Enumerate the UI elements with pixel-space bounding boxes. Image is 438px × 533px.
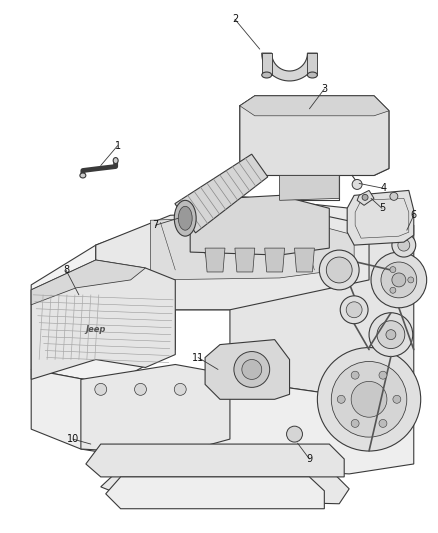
Polygon shape [31, 369, 414, 474]
Circle shape [386, 330, 396, 340]
Circle shape [351, 382, 387, 417]
Polygon shape [96, 211, 369, 310]
Circle shape [337, 395, 345, 403]
Circle shape [95, 383, 107, 395]
Text: 10: 10 [67, 434, 79, 444]
Circle shape [379, 371, 387, 379]
Circle shape [234, 352, 270, 387]
Polygon shape [235, 248, 255, 272]
Text: 6: 6 [411, 210, 417, 220]
Ellipse shape [307, 72, 318, 78]
Polygon shape [175, 154, 268, 233]
Polygon shape [31, 260, 175, 379]
Ellipse shape [113, 158, 118, 164]
Text: 7: 7 [152, 220, 159, 230]
Circle shape [393, 395, 401, 403]
Circle shape [134, 383, 146, 395]
Polygon shape [294, 248, 314, 272]
Circle shape [318, 348, 421, 451]
Circle shape [381, 262, 417, 298]
Text: 1: 1 [115, 141, 121, 151]
Text: 8: 8 [63, 265, 69, 275]
Circle shape [408, 277, 414, 283]
Ellipse shape [174, 200, 196, 236]
Polygon shape [262, 53, 318, 81]
Circle shape [369, 313, 413, 357]
Polygon shape [150, 215, 354, 280]
Circle shape [379, 419, 387, 427]
Text: 4: 4 [381, 183, 387, 193]
Circle shape [377, 321, 405, 349]
Polygon shape [31, 245, 175, 384]
Polygon shape [81, 365, 230, 454]
Polygon shape [101, 459, 349, 504]
Circle shape [340, 296, 368, 324]
Circle shape [351, 371, 359, 379]
Circle shape [319, 250, 359, 290]
Polygon shape [240, 96, 389, 175]
Polygon shape [31, 260, 145, 305]
Circle shape [242, 360, 262, 379]
Polygon shape [86, 444, 344, 477]
Polygon shape [265, 248, 285, 272]
Polygon shape [230, 211, 414, 399]
Circle shape [346, 302, 362, 318]
Ellipse shape [80, 173, 86, 178]
Circle shape [398, 239, 410, 251]
Polygon shape [240, 96, 389, 116]
Polygon shape [106, 477, 324, 508]
Polygon shape [262, 53, 272, 75]
Circle shape [390, 287, 396, 293]
Circle shape [352, 180, 362, 189]
Polygon shape [357, 190, 374, 205]
Text: Jeep: Jeep [85, 325, 106, 334]
Circle shape [326, 257, 352, 283]
Circle shape [174, 383, 186, 395]
Circle shape [392, 273, 406, 287]
Text: 2: 2 [232, 14, 238, 25]
Text: 3: 3 [321, 84, 327, 94]
Text: 5: 5 [379, 203, 385, 213]
Circle shape [371, 252, 427, 308]
Circle shape [286, 426, 303, 442]
Circle shape [331, 361, 407, 437]
Ellipse shape [178, 206, 192, 230]
Polygon shape [347, 190, 414, 245]
Polygon shape [205, 248, 225, 272]
Polygon shape [279, 175, 339, 200]
Circle shape [362, 195, 368, 200]
Text: 11: 11 [192, 352, 204, 362]
Polygon shape [190, 196, 329, 255]
Circle shape [351, 419, 359, 427]
Circle shape [390, 192, 398, 200]
Polygon shape [205, 340, 290, 399]
Ellipse shape [262, 72, 272, 78]
Polygon shape [307, 53, 318, 75]
Circle shape [392, 233, 416, 257]
Circle shape [390, 266, 396, 272]
Polygon shape [96, 196, 369, 310]
Text: 9: 9 [306, 454, 312, 464]
